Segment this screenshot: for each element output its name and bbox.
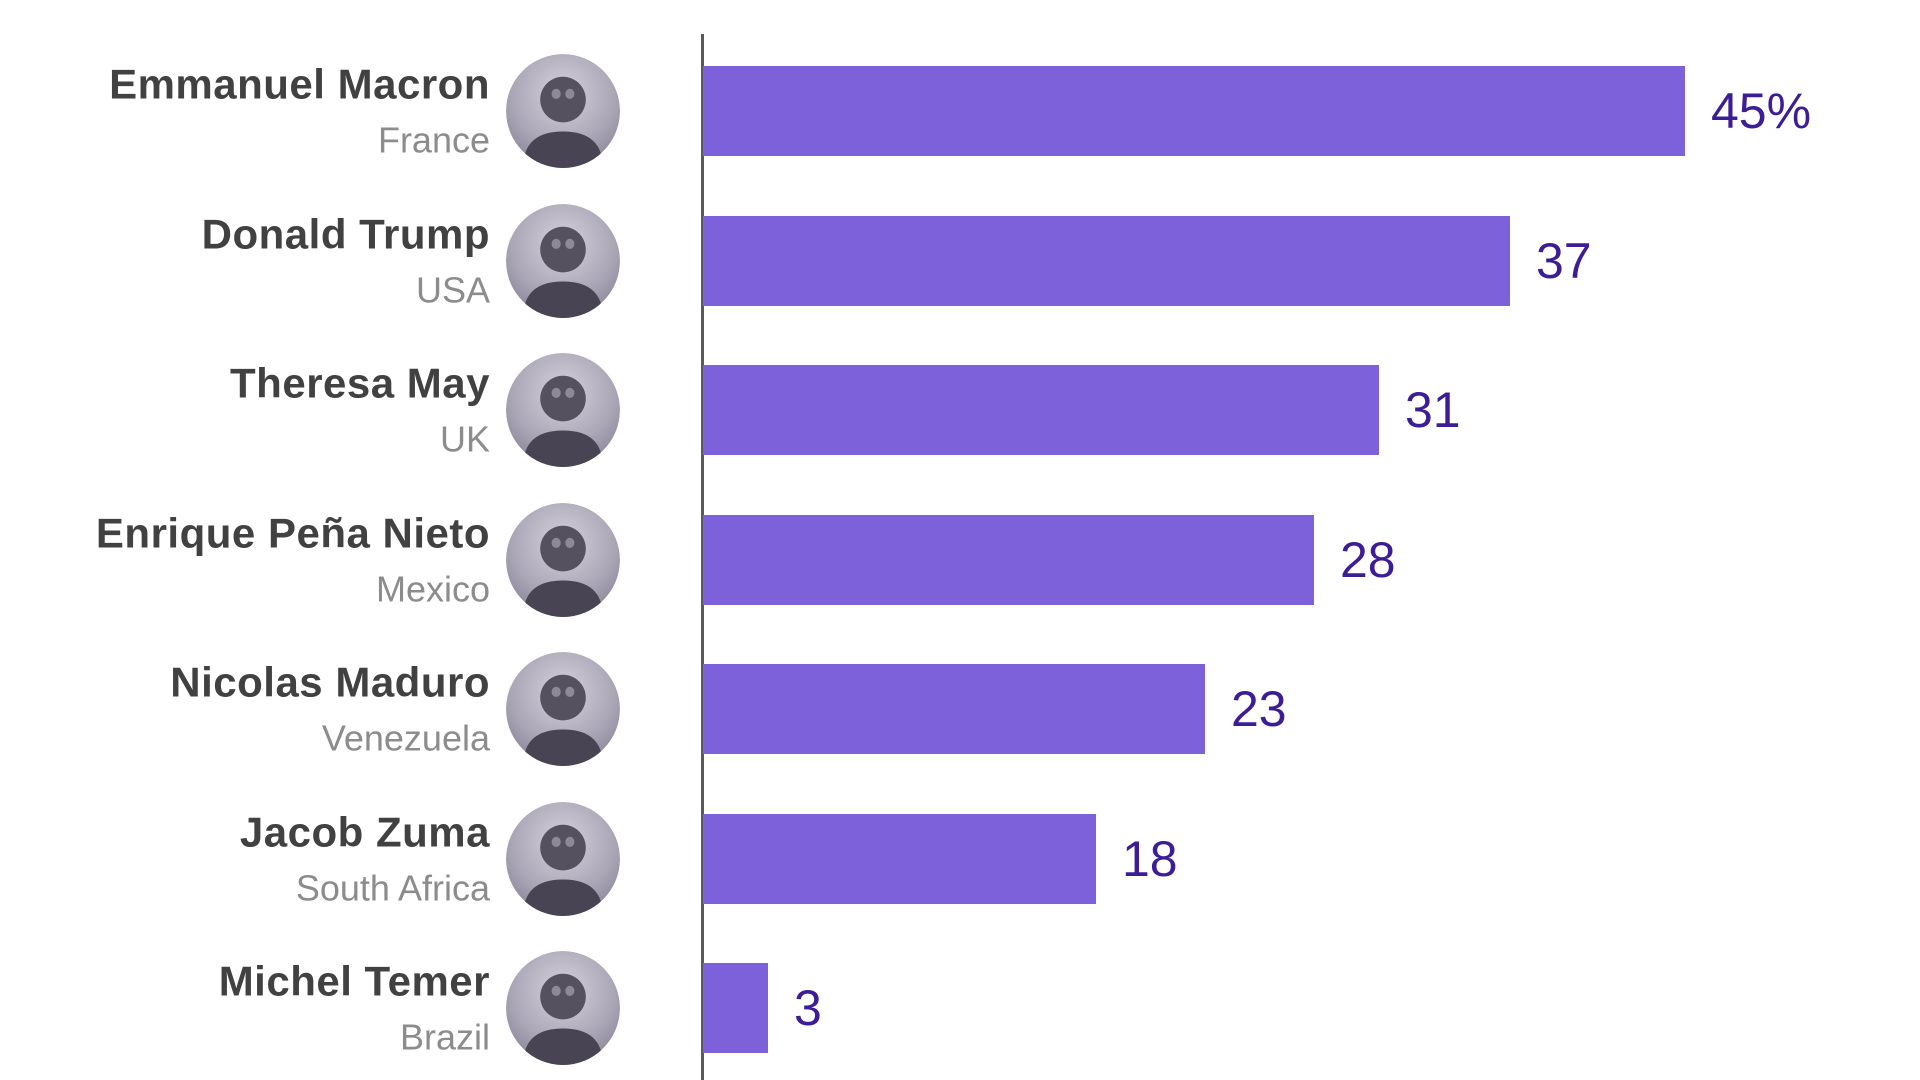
leader-name: Nicolas Maduro xyxy=(170,658,490,706)
approval-bar xyxy=(703,365,1379,455)
approval-bar xyxy=(703,963,768,1053)
leader-country: France xyxy=(377,119,490,161)
bar-value-label: 31 xyxy=(1405,382,1461,438)
approval-bar xyxy=(703,515,1314,605)
leader-country: USA xyxy=(415,269,490,311)
bar-value-label: 37 xyxy=(1536,233,1592,289)
leader-name: Donald Trump xyxy=(201,210,490,258)
approval-bar xyxy=(703,66,1685,156)
chart-row: Enrique Peña Nieto Mexico 28 xyxy=(0,503,1920,617)
bar-value-label: 45% xyxy=(1711,83,1812,139)
leader-name: Michel Temer xyxy=(218,957,490,1005)
portrait-emmanuel-macron xyxy=(506,54,620,168)
leader-country: Venezuela xyxy=(321,717,490,759)
chart-row: Jacob Zuma South Africa 18 xyxy=(0,802,1920,916)
approval-bar xyxy=(703,216,1510,306)
leader-name: Enrique Peña Nieto xyxy=(95,509,490,557)
leader-labels: Jacob Zuma South Africa xyxy=(0,808,490,909)
portrait-jacob-zuma xyxy=(506,802,620,916)
leader-country: Brazil xyxy=(399,1016,490,1058)
bar-value-label: 28 xyxy=(1340,532,1396,588)
chart-row: Nicolas Maduro Venezuela 23 xyxy=(0,652,1920,766)
portrait-enrique-pena-nieto xyxy=(506,503,620,617)
bar-value-label: 18 xyxy=(1122,831,1178,887)
leader-name: Emmanuel Macron xyxy=(109,60,490,108)
leader-name: Jacob Zuma xyxy=(239,808,490,856)
approval-bar xyxy=(703,814,1096,904)
chart-row: Donald Trump USA 37 xyxy=(0,204,1920,318)
approval-bar xyxy=(703,664,1205,754)
portrait-nicolas-maduro xyxy=(506,652,620,766)
leader-labels: Emmanuel Macron France xyxy=(0,60,490,161)
bar-value-label: 23 xyxy=(1231,681,1287,737)
leader-labels: Theresa May UK xyxy=(0,359,490,460)
leader-country: UK xyxy=(439,418,490,460)
portrait-michel-temer xyxy=(506,951,620,1065)
chart-row: Michel Temer Brazil 3 xyxy=(0,951,1920,1065)
chart-row: Emmanuel Macron France 45% xyxy=(0,54,1920,168)
leader-labels: Nicolas Maduro Venezuela xyxy=(0,658,490,759)
portrait-theresa-may xyxy=(506,353,620,467)
leader-labels: Michel Temer Brazil xyxy=(0,957,490,1058)
chart-row: Theresa May UK 31 xyxy=(0,353,1920,467)
y-axis-line xyxy=(701,34,704,1080)
portrait-donald-trump xyxy=(506,204,620,318)
leader-labels: Donald Trump USA xyxy=(0,210,490,311)
leader-name: Theresa May xyxy=(230,359,490,407)
leader-country: South Africa xyxy=(295,867,490,909)
bar-value-label: 3 xyxy=(794,980,822,1036)
leader-labels: Enrique Peña Nieto Mexico xyxy=(0,509,490,610)
leader-country: Mexico xyxy=(375,568,490,610)
